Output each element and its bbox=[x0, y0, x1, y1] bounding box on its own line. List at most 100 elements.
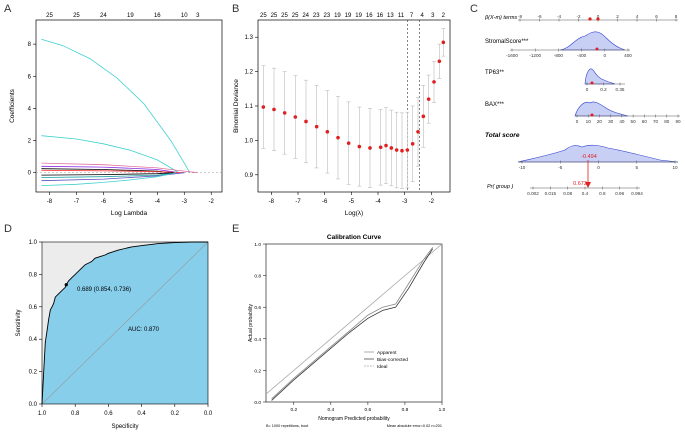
panel-a-top-label-1: 25 bbox=[73, 13, 80, 19]
panel-b-point-13 bbox=[389, 146, 394, 150]
nomogram-tick-label-3-6: 60 bbox=[642, 119, 648, 124]
panel-b-ytick-label-4: 1.3 bbox=[245, 35, 254, 41]
nomogram-tick-label-5-4: 0.8 bbox=[599, 191, 606, 196]
panel-b-cv-deviance: -8 -7 -6 -5 -4 -3 -2 0.91.01.11.21.3 25 25 25 25 2… bbox=[233, 13, 451, 217]
panel-e-ylabel: Actual probability bbox=[248, 303, 254, 342]
panel-e-ytick-label-5: 1.0 bbox=[254, 242, 261, 248]
panel-b-top-label-12: 13 bbox=[387, 13, 394, 19]
roc-threshold-point bbox=[64, 283, 68, 287]
panel-label-e: E bbox=[232, 223, 239, 235]
coef-path-1 bbox=[41, 38, 191, 173]
nomogram-tick-label-1-2: -800 bbox=[554, 53, 564, 58]
nomogram-tick-label-5-1: 0.015 bbox=[545, 191, 557, 196]
nomogram-marker-prob: 0.672 bbox=[573, 181, 587, 187]
panel-b-point-0 bbox=[261, 105, 266, 109]
panel-b-ytick-label-1: 1.0 bbox=[245, 138, 254, 144]
nomogram-point-points-2 bbox=[596, 17, 600, 21]
roc-curve bbox=[41, 241, 208, 405]
coef-path-4 bbox=[41, 165, 179, 174]
nomogram-label-tp63: TP63** bbox=[485, 70, 505, 76]
panel-a-xtick-label-5: -3 bbox=[182, 199, 188, 205]
panel-a-xtick-label-1: -7 bbox=[74, 199, 80, 205]
panel-b-top-label-3: 25 bbox=[292, 13, 299, 19]
panel-b-top-label-2: 25 bbox=[281, 13, 288, 19]
panel-b-top-label-15: 4 bbox=[420, 13, 424, 19]
panel-d-xtick-label-1: 0.8 bbox=[71, 411, 80, 417]
nomogram-tick-label-3-2: 20 bbox=[597, 119, 603, 124]
panel-b-top-label-1: 25 bbox=[271, 13, 278, 19]
nomogram-tick-label-1-0: -1600 bbox=[506, 53, 518, 58]
nomogram-tick-label-3-4: 40 bbox=[619, 119, 625, 124]
nomogram-arrow bbox=[585, 182, 591, 188]
panel-b-top-label-7: 19 bbox=[334, 13, 341, 19]
nomogram-marker-total: -0.494 bbox=[581, 154, 597, 160]
nomogram-tick-label-4-1: -5 bbox=[558, 165, 563, 170]
nomogram-tick-label-2-1: 0.2 bbox=[600, 87, 607, 92]
nomogram-label-bax: BAX*** bbox=[485, 102, 505, 108]
nomogram-tick-label-4-0: -10 bbox=[519, 165, 526, 170]
panel-d-ytick-label-3: 0.6 bbox=[29, 305, 38, 311]
panel-a-top-label-6: 3 bbox=[196, 13, 200, 19]
coef-path-3 bbox=[41, 162, 198, 174]
nomogram-tick-label-1-4: 0 bbox=[604, 53, 607, 58]
panel-b-point-4 bbox=[304, 119, 308, 124]
nomogram-tick-label-5-6: 0.994 bbox=[631, 191, 643, 196]
coef-path-10 bbox=[41, 172, 174, 176]
panel-e-calibration: Calibration Curve 0.2 0.4 0.6 0.8 1.0 0.0 0.2… bbox=[248, 234, 446, 428]
nomogram-tick-label-4-4: 10 bbox=[672, 165, 678, 170]
nomogram-tick-label-1-3: -400 bbox=[577, 53, 587, 58]
panel-b-point-3 bbox=[293, 115, 298, 119]
nomogram-tick-label-3-9: 90 bbox=[675, 119, 681, 124]
panel-e-ytick-label-3: 0.6 bbox=[254, 305, 261, 311]
legend-bias-corrected: Bias-corrected bbox=[377, 357, 408, 363]
nomogram-tick-label-0-8: 8 bbox=[675, 14, 678, 19]
panel-b-point-23 bbox=[441, 40, 446, 45]
panel-a-xtick-label-2: -6 bbox=[101, 199, 107, 205]
nomogram-density-stromal bbox=[559, 31, 626, 51]
panel-b-point-19 bbox=[421, 114, 426, 119]
calibration-footnote-left: B= 1000 repetitions, boot bbox=[266, 424, 309, 428]
panel-b-xlabel: Log(λ) bbox=[345, 210, 363, 217]
panel-b-xtick-label-2: -6 bbox=[322, 199, 328, 205]
panel-b-ytick-label-2: 1.1 bbox=[245, 104, 254, 110]
panel-e-ytick-label-2: 0.4 bbox=[254, 337, 261, 343]
nomogram-tick-label-0-6: 4 bbox=[636, 14, 639, 19]
nomogram-label-points: β(X-m) terms bbox=[484, 15, 517, 21]
panel-b-ytick-label-3: 1.2 bbox=[245, 70, 254, 76]
panel-b-frame bbox=[257, 19, 451, 193]
panel-e-ytick-label-4: 0.8 bbox=[254, 274, 261, 280]
panel-b-point-5 bbox=[314, 124, 319, 129]
panel-b-ylabel: Binomial Deviance bbox=[233, 79, 240, 133]
panel-b-xtick-label-1: -7 bbox=[295, 199, 301, 205]
panel-b-xtick-label-6: -2 bbox=[429, 199, 435, 205]
panel-d-ytick-label-1: 0.2 bbox=[29, 370, 38, 376]
calibration-bias-corrected-line bbox=[271, 248, 434, 401]
panel-d-xtick-label-4: 0.2 bbox=[171, 411, 180, 417]
panel-b-top-label-9: 19 bbox=[355, 13, 362, 19]
panel-b-point-8 bbox=[346, 141, 351, 145]
nomogram-tick-label-0-1: -6 bbox=[537, 14, 542, 19]
nomogram-tick-label-2-0: 0 bbox=[586, 87, 589, 92]
nomogram-density-bax bbox=[574, 101, 629, 117]
nomogram-tick-label-0-0: -8 bbox=[518, 14, 523, 19]
nomogram-tick-label-0-4: 0 bbox=[597, 14, 600, 19]
panel-b-xtick-label-5: -3 bbox=[402, 199, 408, 205]
panel-b-ytick-label-0: 0.9 bbox=[245, 173, 254, 179]
nomogram-tick-label-2-2: 0.35 bbox=[616, 87, 625, 92]
panel-a-xlabel: Log Lambda bbox=[111, 210, 148, 217]
panel-e-frame bbox=[265, 243, 443, 403]
panel-b-point-10 bbox=[368, 146, 372, 150]
nomogram-tick-label-5-5: 0.96 bbox=[615, 191, 624, 196]
nomogram-tick-label-3-3: 30 bbox=[608, 119, 614, 124]
panel-a-top-label-0: 25 bbox=[46, 13, 53, 19]
panel-a-top-label-4: 16 bbox=[154, 13, 161, 19]
coef-path-8 bbox=[41, 172, 185, 182]
nomogram-tick-label-3-1: 10 bbox=[586, 119, 592, 124]
calibration-apparent-line bbox=[271, 246, 434, 400]
panel-b-point-12 bbox=[384, 143, 388, 148]
panel-b-top-label-5: 23 bbox=[313, 13, 320, 19]
panel-e-xtick-label-3: 0.8 bbox=[402, 407, 409, 413]
panel-b-xtick-label-4: -4 bbox=[375, 199, 381, 205]
nomogram-point-stromal bbox=[595, 47, 599, 51]
